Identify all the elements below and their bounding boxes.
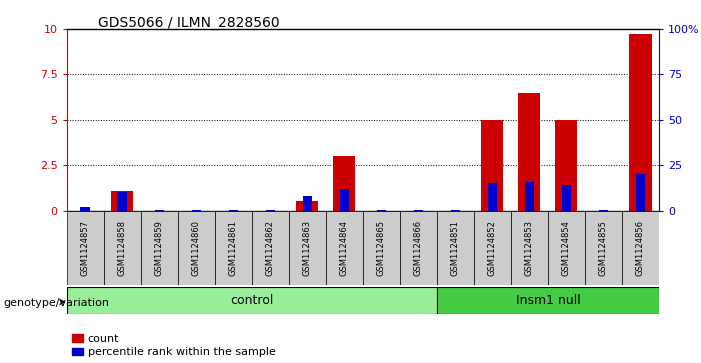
Text: GSM1124857: GSM1124857 <box>81 220 90 276</box>
Bar <box>215 211 252 285</box>
Text: GSM1124866: GSM1124866 <box>414 220 423 276</box>
Bar <box>400 211 437 285</box>
Text: control: control <box>230 294 273 307</box>
Text: GSM1124864: GSM1124864 <box>340 220 349 276</box>
Bar <box>303 196 312 211</box>
Bar <box>118 192 127 211</box>
Bar <box>525 182 534 211</box>
Bar <box>629 34 651 211</box>
Text: genotype/variation: genotype/variation <box>4 298 109 308</box>
Text: GSM1124863: GSM1124863 <box>303 220 312 276</box>
Bar <box>548 211 585 285</box>
Text: GSM1124851: GSM1124851 <box>451 220 460 276</box>
Text: GSM1124862: GSM1124862 <box>266 220 275 276</box>
Bar <box>111 191 133 211</box>
Bar <box>141 211 177 285</box>
Bar <box>266 209 275 211</box>
Bar <box>437 287 659 314</box>
Bar <box>488 183 497 211</box>
Text: GSM1124861: GSM1124861 <box>229 220 238 276</box>
Bar <box>622 211 659 285</box>
Bar <box>585 211 622 285</box>
Text: GSM1124860: GSM1124860 <box>191 220 200 276</box>
Text: GSM1124865: GSM1124865 <box>376 220 386 276</box>
Bar <box>333 156 355 211</box>
Text: GDS5066 / ILMN_2828560: GDS5066 / ILMN_2828560 <box>98 16 280 30</box>
Text: GSM1124855: GSM1124855 <box>599 220 608 276</box>
Bar <box>518 93 540 211</box>
Bar <box>636 174 645 211</box>
Bar <box>376 209 386 211</box>
Bar <box>474 211 511 285</box>
Bar <box>289 211 326 285</box>
Text: GSM1124854: GSM1124854 <box>562 220 571 276</box>
Legend: count, percentile rank within the sample: count, percentile rank within the sample <box>72 334 275 358</box>
Bar <box>511 211 548 285</box>
Bar <box>296 200 318 211</box>
Bar <box>154 209 164 211</box>
Bar <box>81 207 90 211</box>
Bar <box>363 211 400 285</box>
Bar <box>481 120 503 211</box>
Bar <box>191 209 200 211</box>
Bar <box>562 185 571 211</box>
Text: GSM1124852: GSM1124852 <box>488 220 497 276</box>
Text: GSM1124856: GSM1124856 <box>636 220 645 276</box>
Bar <box>252 211 289 285</box>
Bar <box>437 211 474 285</box>
Bar <box>599 209 608 211</box>
Bar <box>555 120 578 211</box>
Bar <box>177 211 215 285</box>
Text: Insm1 null: Insm1 null <box>515 294 580 307</box>
Bar <box>414 209 423 211</box>
Bar <box>451 209 460 211</box>
Bar <box>339 189 349 211</box>
Bar <box>326 211 363 285</box>
Text: GSM1124859: GSM1124859 <box>155 220 163 276</box>
Text: GSM1124858: GSM1124858 <box>118 220 127 276</box>
Bar <box>104 211 141 285</box>
Text: GSM1124853: GSM1124853 <box>525 220 534 276</box>
Bar <box>67 287 437 314</box>
Bar <box>67 211 104 285</box>
Bar <box>229 209 238 211</box>
